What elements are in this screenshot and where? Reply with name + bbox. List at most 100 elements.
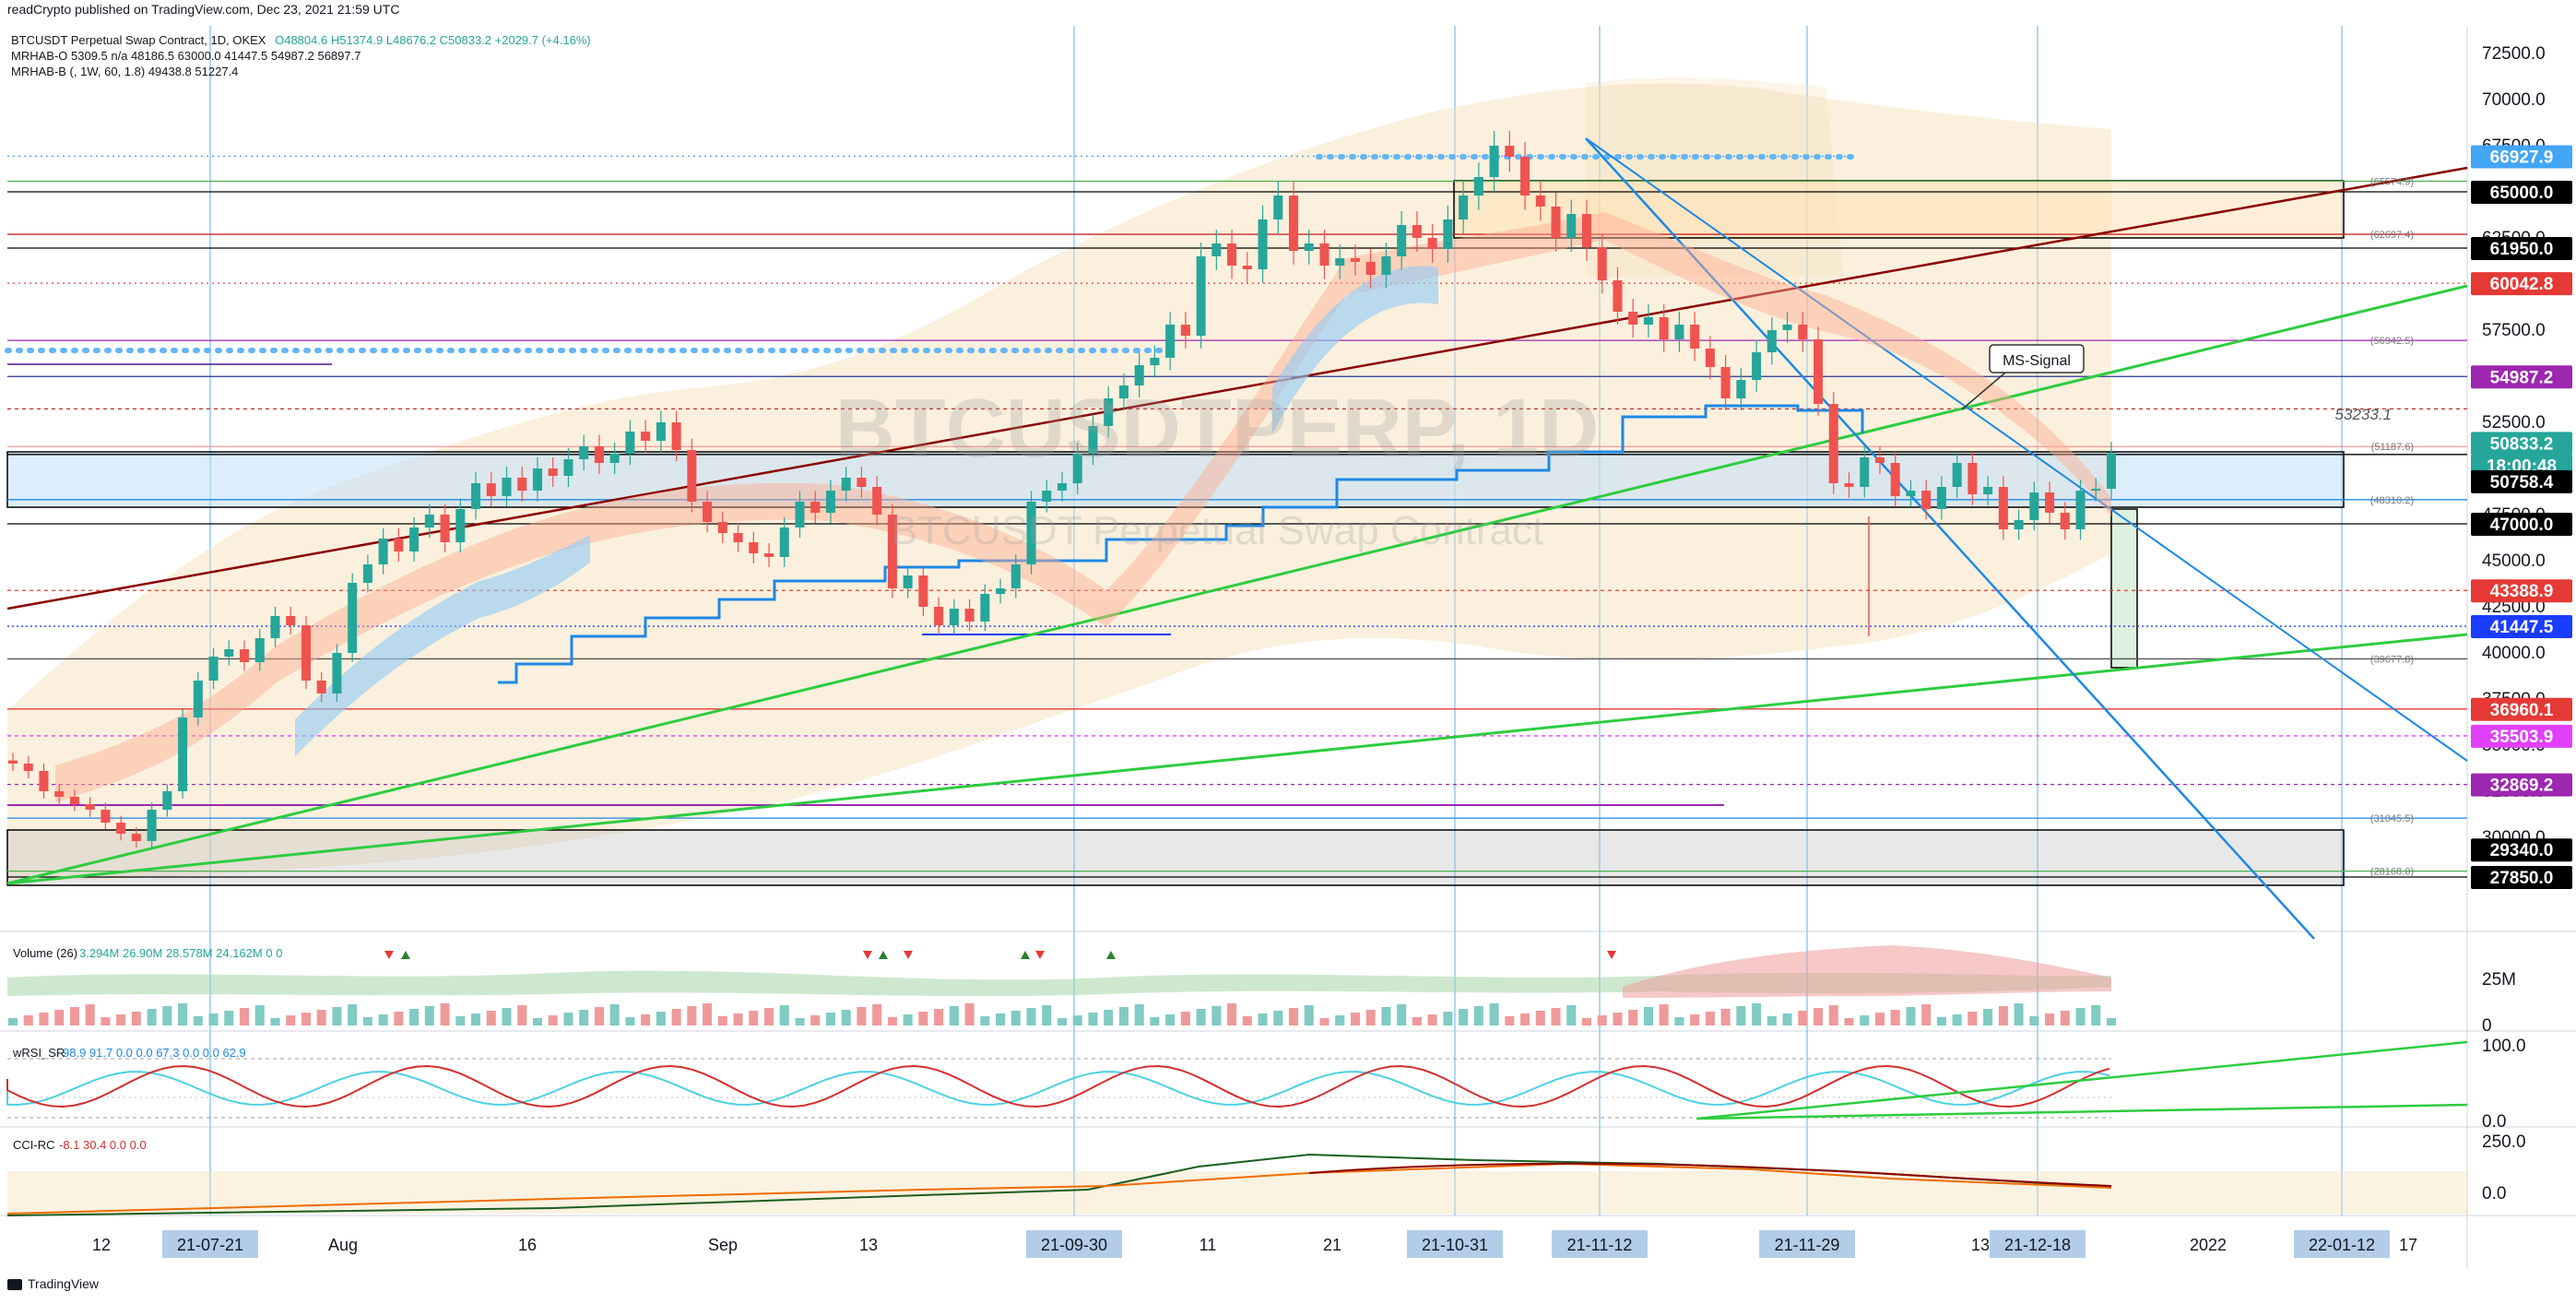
ms-signal-label: MS-Signal — [2003, 353, 2071, 369]
candle-body — [409, 528, 419, 551]
volume-bar — [1752, 1003, 1762, 1025]
candle-body — [1397, 225, 1407, 256]
volume-bar — [1335, 1015, 1345, 1025]
candle-body — [2014, 520, 2024, 529]
candle-body — [779, 528, 789, 557]
candle-body — [424, 515, 434, 528]
volume-bar — [687, 1006, 697, 1025]
candle-body — [1906, 491, 1916, 496]
candle-body — [1597, 247, 1607, 280]
published-by: readCrypto published on TradingView.com,… — [7, 2, 400, 17]
volume-bar — [1026, 1008, 1036, 1025]
volume-bar — [1628, 1010, 1638, 1025]
price-label: 60042.8 — [2471, 272, 2572, 296]
candle-body — [147, 810, 157, 841]
volume-bar — [733, 1014, 743, 1025]
volume-bar — [1844, 1018, 1854, 1025]
x-tick-label: 2022 — [2190, 1236, 2227, 1254]
volume-bar — [1952, 1014, 1962, 1025]
candle-body — [872, 487, 882, 515]
signal-triangle — [1106, 951, 1116, 959]
volume-bar — [1304, 1005, 1314, 1025]
symbol-title[interactable]: BTCUSDT Perpetual Swap Contract, 1D, OKE… — [11, 33, 266, 47]
volume-bar — [1659, 1004, 1669, 1025]
volume-bar — [548, 1015, 558, 1025]
candle-body — [378, 539, 388, 564]
candle-body — [857, 478, 867, 487]
candle-body — [2075, 491, 2086, 529]
volume-bar — [1381, 1007, 1391, 1025]
volume-bar — [795, 1018, 805, 1025]
wrsi-title: wRSI_SR — [12, 1046, 65, 1060]
volume-bar — [1690, 1014, 1700, 1025]
price-label-box — [2471, 697, 2572, 721]
candle-body — [1010, 564, 1021, 588]
volume-bar — [764, 1008, 774, 1025]
wrsi-line — [6, 1065, 2110, 1108]
candle-body — [1581, 214, 1592, 247]
signal-triangle — [904, 951, 913, 959]
candle-body — [1566, 214, 1577, 238]
indicator-legend-mrhab-b[interactable]: MRHAB-B (, 1W, 60, 1.8) 49438.8 51227.4 — [11, 65, 239, 78]
price-label-text: 27850.0 — [2490, 869, 2554, 888]
x-tick-label: 13 — [1971, 1236, 1990, 1254]
candle-body — [563, 459, 573, 476]
price-label: 43388.9 — [2471, 579, 2572, 603]
volume-bar — [424, 1006, 434, 1025]
candle-body — [1952, 463, 1962, 487]
price-label-box — [2471, 838, 2572, 862]
candle-body — [2091, 489, 2101, 491]
volume-bar — [934, 1009, 944, 1025]
volume-bar — [1613, 1013, 1623, 1025]
volume-bar — [980, 1016, 990, 1025]
volume-bar — [2075, 1008, 2086, 1025]
price-label: 61950.0 — [2471, 237, 2572, 260]
volume-bar — [1443, 1012, 1453, 1025]
y-tick-label: 52500.0 — [2482, 413, 2546, 433]
volume-bar — [779, 1005, 789, 1025]
trendline-blue-upper — [1585, 137, 2468, 762]
x-date-marker-box — [1026, 1230, 1122, 1258]
volume-bar — [825, 1013, 835, 1025]
candle-body — [1242, 266, 1252, 269]
candle-body — [548, 468, 558, 476]
volume-bar — [1057, 1018, 1068, 1025]
candle-body — [1828, 404, 1838, 483]
volume-bar — [1397, 1004, 1407, 1025]
candle-body — [162, 791, 172, 810]
volume-bar — [1459, 1009, 1469, 1025]
volume-bar — [224, 1011, 234, 1025]
x-tick-label: 16 — [518, 1236, 537, 1254]
price-label-text: 50758.4 — [2490, 473, 2554, 492]
candle-body — [1304, 243, 1314, 251]
volume-bar — [502, 1008, 512, 1025]
candle-body — [240, 649, 250, 662]
signal-triangle — [401, 951, 410, 959]
volume-bar — [1767, 1016, 1777, 1025]
candle-body — [69, 797, 79, 804]
indicator-legend-mrhab-o[interactable]: MRHAB-O 5309.5 n/a 48186.5 63000.0 41447… — [11, 49, 361, 63]
candle-body — [1921, 491, 1932, 509]
candle-body — [841, 478, 851, 491]
x-tick-label: 17 — [2399, 1236, 2417, 1254]
wrsi-y-tick: 100.0 — [2482, 1037, 2526, 1056]
volume-bar — [1010, 1011, 1021, 1025]
candle-body — [23, 764, 33, 771]
candle-body — [440, 515, 450, 542]
wrsi-trendline — [1696, 1103, 2468, 1120]
candle-body — [1535, 196, 1545, 207]
candle-body — [641, 432, 651, 441]
x-date-marker-box — [1407, 1230, 1503, 1258]
candle-body — [1736, 380, 1746, 398]
volume-bar — [594, 1007, 604, 1025]
candle-body — [1844, 483, 1854, 487]
volume-bar — [39, 1013, 49, 1025]
price-label-text: 43388.9 — [2490, 582, 2554, 601]
candle-body — [671, 422, 681, 450]
x-date-marker-box — [2294, 1230, 2390, 1258]
wrsi-y-tick: 0.0 — [2482, 1112, 2506, 1132]
volume-bar — [1242, 1016, 1252, 1025]
volume-bar — [641, 1014, 651, 1025]
price-label: 32869.2 — [2471, 773, 2572, 797]
